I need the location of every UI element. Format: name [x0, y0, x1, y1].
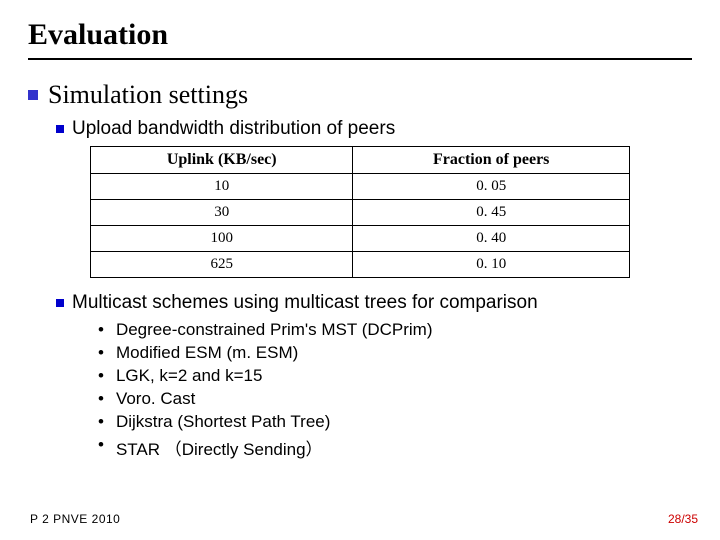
scheme-text: STAR （Directly Sending）	[116, 435, 323, 460]
scheme-text: Degree-constrained Prim's MST (DCPrim)	[116, 320, 433, 340]
list-item: • Voro. Cast	[98, 389, 692, 409]
scheme-list: • Degree-constrained Prim's MST (DCPrim)…	[98, 320, 692, 460]
scheme-text: Modified ESM (m. ESM)	[116, 343, 298, 363]
table-cell: 10	[91, 174, 353, 200]
page-title: Evaluation	[28, 18, 692, 60]
subsection-multicast: Multicast schemes using multicast trees …	[56, 292, 692, 314]
square-bullet-icon	[28, 90, 38, 100]
subsection-multicast-text: Multicast schemes using multicast trees …	[72, 292, 538, 314]
list-item: • Degree-constrained Prim's MST (DCPrim)	[98, 320, 692, 340]
section-heading: Simulation settings	[28, 80, 692, 110]
bandwidth-table: Uplink (KB/sec) Fraction of peers 10 0. …	[90, 146, 692, 278]
square-bullet-icon	[56, 125, 64, 133]
list-item: • LGK, k=2 and k=15	[98, 366, 692, 386]
table-cell: 625	[91, 252, 353, 278]
subsection-upload: Upload bandwidth distribution of peers	[56, 118, 692, 140]
bullet-dot-icon: •	[98, 366, 104, 386]
square-bullet-icon	[56, 299, 64, 307]
section-heading-text: Simulation settings	[48, 80, 248, 110]
table-cell: 0. 45	[353, 200, 630, 226]
scheme-text: Voro. Cast	[116, 389, 195, 409]
table-cell: 30	[91, 200, 353, 226]
footer-conference: P 2 PNVE 2010	[30, 512, 120, 526]
table-header-fraction: Fraction of peers	[353, 147, 630, 174]
scheme-text: LGK, k=2 and k=15	[116, 366, 263, 386]
footer-pagenum: 28/35	[668, 512, 698, 526]
table-cell: 0. 10	[353, 252, 630, 278]
table-row: 625 0. 10	[91, 252, 630, 278]
bullet-dot-icon: •	[98, 320, 104, 340]
table-cell: 0. 40	[353, 226, 630, 252]
table-row: 10 0. 05	[91, 174, 630, 200]
table-row: 100 0. 40	[91, 226, 630, 252]
table-header-uplink: Uplink (KB/sec)	[91, 147, 353, 174]
bullet-dot-icon: •	[98, 343, 104, 363]
bullet-dot-icon: •	[98, 435, 104, 455]
list-item: • Modified ESM (m. ESM)	[98, 343, 692, 363]
bullet-dot-icon: •	[98, 412, 104, 432]
list-item: • Dijkstra (Shortest Path Tree)	[98, 412, 692, 432]
table-cell: 0. 05	[353, 174, 630, 200]
table-cell: 100	[91, 226, 353, 252]
bullet-dot-icon: •	[98, 389, 104, 409]
subsection-upload-text: Upload bandwidth distribution of peers	[72, 118, 395, 140]
scheme-text: Dijkstra (Shortest Path Tree)	[116, 412, 330, 432]
table-row: 30 0. 45	[91, 200, 630, 226]
list-item: • STAR （Directly Sending）	[98, 435, 692, 460]
